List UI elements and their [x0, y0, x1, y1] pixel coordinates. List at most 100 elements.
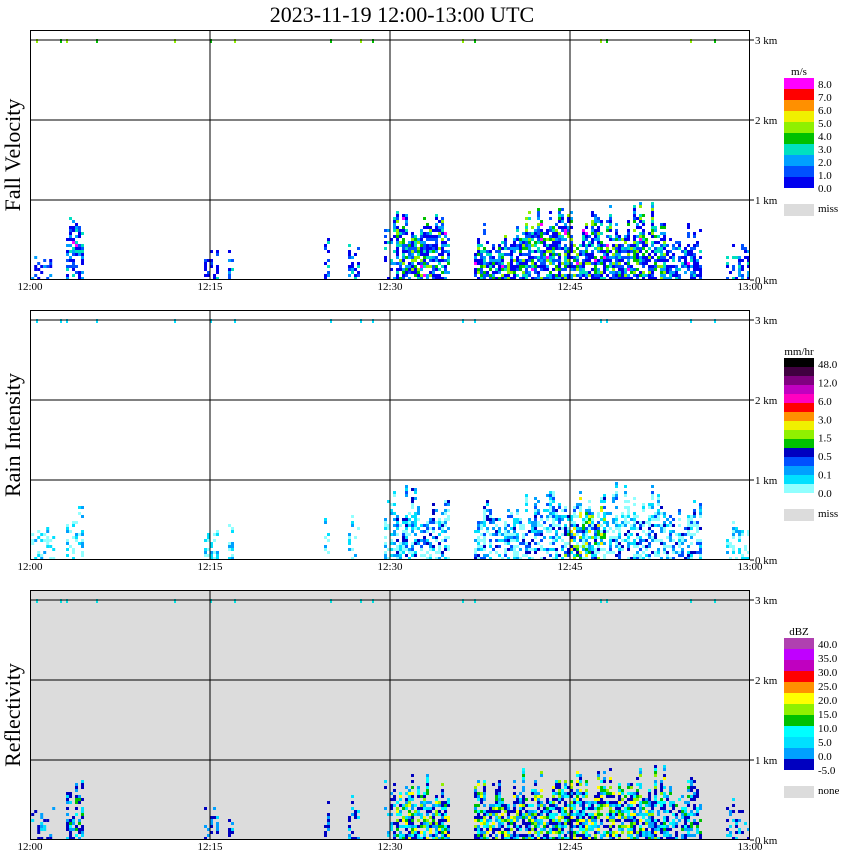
echo-cell	[393, 533, 396, 536]
echo-cell	[540, 548, 543, 551]
echo-cell	[633, 235, 636, 238]
echo-cell	[738, 259, 741, 262]
echo-cell	[393, 542, 396, 545]
echo-cell	[579, 819, 582, 822]
echo-cell	[615, 223, 618, 226]
echo-cell	[351, 548, 354, 551]
echo-cell	[423, 816, 426, 819]
echo-cell	[516, 539, 519, 542]
echo-cell	[477, 536, 480, 539]
echo-cell	[570, 783, 573, 786]
echo-cell	[549, 250, 552, 253]
echo-cell	[618, 259, 621, 262]
echo-cell	[414, 235, 417, 238]
echo-cell	[633, 515, 636, 518]
echo-cell	[597, 268, 600, 271]
echo-cell	[618, 253, 621, 256]
echo-cell	[648, 798, 651, 801]
echo-cell	[561, 515, 564, 518]
echo-cell	[531, 226, 534, 229]
echo-cell	[75, 253, 78, 256]
echo-cell	[480, 244, 483, 247]
echo-cell	[516, 268, 519, 271]
echo-cell	[561, 789, 564, 792]
echo-cell	[600, 256, 603, 259]
echo-cell	[534, 506, 537, 509]
echo-cell	[591, 277, 594, 280]
echo-cell	[516, 813, 519, 816]
echo-cell	[537, 265, 540, 268]
echo-cell	[72, 265, 75, 268]
echo-cell	[531, 539, 534, 542]
echo-cell	[627, 262, 630, 265]
echo-cell	[636, 554, 639, 557]
echo-cell	[498, 810, 501, 813]
echo-cell	[411, 530, 414, 533]
echo-cell	[348, 250, 351, 253]
echo-cell	[657, 503, 660, 506]
echo-cell	[447, 253, 450, 256]
echo-cell	[618, 235, 621, 238]
echo-cell	[477, 831, 480, 834]
echo-cell	[231, 545, 234, 548]
echo-cell	[594, 256, 597, 259]
echo-cell	[480, 265, 483, 268]
echo-cell	[483, 509, 486, 512]
echo-cell	[441, 825, 444, 828]
echo-cell	[594, 214, 597, 217]
echo-cell	[324, 518, 327, 521]
echo-cell	[228, 277, 231, 280]
echo-cell	[66, 277, 69, 280]
echo-cell	[414, 268, 417, 271]
echo-cell	[597, 774, 600, 777]
echo-cell	[681, 825, 684, 828]
echo-cell	[423, 819, 426, 822]
echo-cell	[582, 548, 585, 551]
echo-cell	[609, 542, 612, 545]
echo-cell	[546, 801, 549, 804]
echo-cell	[519, 259, 522, 262]
echo-cell	[603, 506, 606, 509]
echo-cell	[597, 795, 600, 798]
echo-cell	[594, 542, 597, 545]
echo-cell	[615, 491, 618, 494]
echo-cell	[390, 509, 393, 512]
echo-cell	[444, 819, 447, 822]
echo-cell	[573, 548, 576, 551]
echo-cell	[612, 530, 615, 533]
echo-cell	[681, 250, 684, 253]
echo-cell	[438, 253, 441, 256]
echo-cell	[588, 253, 591, 256]
echo-cell	[687, 557, 690, 560]
echo-cell	[597, 831, 600, 834]
echo-cell	[546, 238, 549, 241]
echo-cell	[522, 277, 525, 280]
echo-cell	[564, 238, 567, 241]
echo-cell	[627, 235, 630, 238]
echo-cell	[420, 235, 423, 238]
echo-cell	[591, 801, 594, 804]
echo-cell	[558, 816, 561, 819]
echo-cell	[570, 551, 573, 554]
echo-cell	[570, 804, 573, 807]
echo-cell	[639, 548, 642, 551]
echo-cell	[591, 816, 594, 819]
echo-cell	[537, 241, 540, 244]
echo-cell	[672, 271, 675, 274]
echo-cell	[654, 524, 657, 527]
echo-cell	[654, 825, 657, 828]
echo-cell	[576, 795, 579, 798]
y-tick-label: 1 km	[755, 755, 778, 767]
echo-cell	[576, 816, 579, 819]
echo-cell	[435, 265, 438, 268]
echo-cell	[603, 801, 606, 804]
echo-cell	[558, 226, 561, 229]
echo-cell	[633, 795, 636, 798]
echo-cell	[549, 837, 552, 840]
echo-cell	[513, 816, 516, 819]
echo-cell	[642, 223, 645, 226]
echo-cell	[543, 557, 546, 560]
echo-cell	[498, 831, 501, 834]
echo-cell	[504, 819, 507, 822]
echo-cell	[645, 828, 648, 831]
